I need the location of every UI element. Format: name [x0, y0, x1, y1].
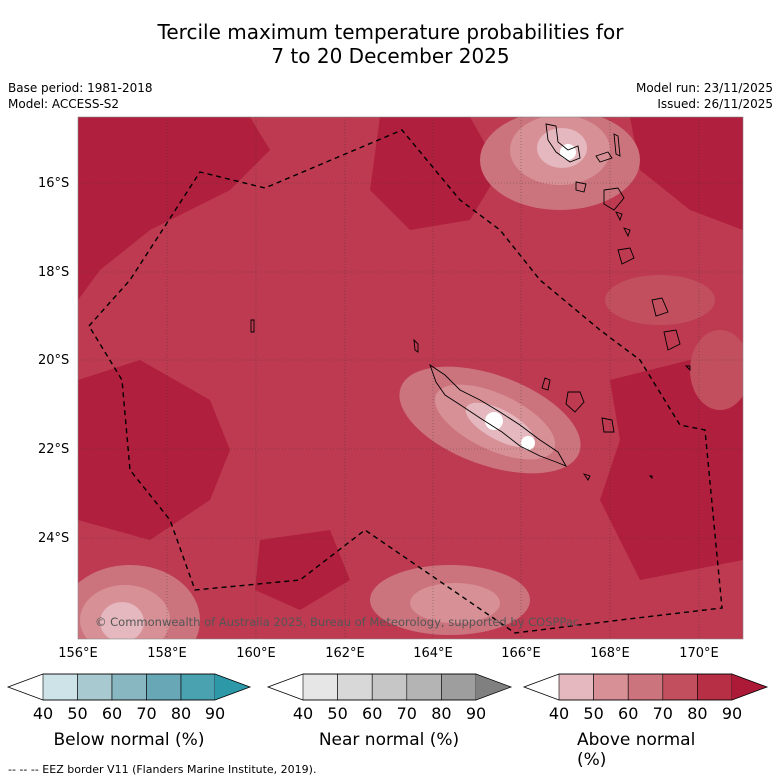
colorbar-near-outline [266, 673, 513, 701]
copyright-notice: © Commonwealth of Australia 2025, Bureau… [95, 615, 580, 629]
field-dark-west [78, 117, 270, 300]
lon-label-164e: 164°E [413, 646, 453, 661]
colorbar-above-seg [697, 673, 733, 701]
colorbar-above-outline [522, 673, 769, 701]
cb-near-tick: 60 [362, 704, 383, 723]
cb-below-tick: 50 [67, 704, 88, 723]
lon-label-160e: 160°E [236, 646, 276, 661]
colorbar-above-seg [593, 673, 629, 701]
lat-label-22s: 22°S [38, 442, 70, 457]
lat-label-24s: 24°S [38, 531, 70, 546]
cb-above-tick: 70 [652, 704, 673, 723]
cb-above-tick: 90 [721, 704, 743, 723]
colorbar-above-title: Above normal (%) [577, 730, 696, 770]
cb-below-tick: 60 [101, 704, 123, 723]
field-dark-east [600, 360, 743, 580]
colorbar-above-seg [662, 673, 698, 701]
colorbar-above-seg [627, 673, 664, 701]
lat-label-18s: 18°S [38, 265, 70, 280]
cb-above-tick: 60 [618, 704, 639, 723]
cb-near-tick: 70 [396, 704, 417, 723]
lon-label-168e: 168°E [590, 646, 630, 661]
field-dark-center [255, 530, 350, 610]
meta-right: Model run: 23/11/2025 Issued: 26/11/2025 [636, 80, 773, 112]
colorbar-above-over [732, 674, 767, 700]
model-run: Model run: 23/11/2025 [635, 81, 773, 95]
colorbar-below-seg [77, 673, 113, 701]
eez-footnote: -- -- -- EEZ border V11 (Flanders Marine… [8, 763, 317, 776]
field-dark-upper-right [630, 117, 743, 230]
colorbar-near-seg [337, 673, 373, 701]
colorbar-above-under [524, 674, 559, 700]
colorbar-below-title: Below normal (%) [53, 730, 205, 750]
colorbar-near [266, 673, 513, 701]
cb-near-tick: 50 [327, 704, 348, 723]
colorbar-above [522, 673, 769, 701]
map-frame [77, 116, 744, 640]
colorbar-below-seg [146, 673, 182, 701]
small-islands [250, 319, 653, 480]
colorbar-near-seg [302, 673, 338, 701]
field-sw-50 [100, 602, 144, 639]
loyalty-islands [541, 377, 615, 481]
colorbar-below-over [215, 674, 250, 700]
colorbar-below-seg [180, 673, 216, 701]
colorbar-near-seg [406, 673, 442, 701]
colorbar-below-under [8, 674, 43, 700]
colorbar-below-seg [42, 673, 78, 701]
lon-label-158e: 158°E [147, 646, 187, 661]
cb-near-tick: 80 [431, 704, 452, 723]
vanuatu-islands [545, 123, 691, 372]
eez-border [88, 129, 723, 634]
colorbar-near-over [476, 674, 511, 700]
lon-label-156e: 156°E [58, 646, 98, 661]
probability-field [78, 117, 743, 639]
gridlines [78, 117, 743, 639]
cb-above-tick: 40 [548, 704, 570, 723]
colorbar-below-outline [6, 673, 252, 701]
colorbar-below-seg [111, 673, 147, 701]
colorbar-near-under [268, 674, 303, 700]
map-title-line1: Tercile maximum temperature probabilitie… [157, 20, 624, 44]
colorbar-below [6, 673, 252, 701]
cb-above-tick: 50 [583, 704, 604, 723]
cb-below-tick: 80 [170, 704, 192, 723]
field-sc-60 [410, 583, 500, 623]
lon-label-166e: 166°E [501, 646, 541, 661]
issued-date: Issued: 26/11/2025 [657, 97, 773, 111]
lon-label-170e: 170°E [679, 646, 719, 661]
map-title-line2: 7 to 20 December 2025 [271, 44, 510, 68]
cb-near-tick: 90 [465, 704, 487, 723]
cb-near-tick: 40 [292, 704, 314, 723]
field-dark-southwest [78, 360, 230, 540]
cb-below-tick: 90 [204, 704, 226, 723]
colorbar-near-seg [441, 673, 477, 701]
lat-label-20s: 20°S [38, 353, 70, 368]
base-period: Base period: 1981-2018 [8, 81, 153, 95]
lat-label-16s: 16°S [38, 176, 70, 191]
lon-label-162e: 162°E [325, 646, 365, 661]
field-dark-north [370, 117, 500, 230]
cb-below-tick: 40 [32, 704, 54, 723]
cb-above-tick: 80 [687, 704, 708, 723]
model-name: Model: ACCESS-S2 [8, 97, 120, 111]
field-nc-40b [521, 436, 535, 450]
new-caledonia-coast [429, 363, 568, 467]
colorbar-near-seg [371, 673, 408, 701]
colorbar-above-seg [558, 673, 594, 701]
field-nc-40a [485, 412, 503, 430]
field-vu-40 [560, 144, 576, 160]
field-east2-70 [690, 330, 743, 410]
field-east-70 [605, 275, 715, 325]
meta-left: Base period: 1981-2018 Model: ACCESS-S2 [8, 80, 153, 112]
cb-below-tick: 70 [136, 704, 157, 723]
colorbar-near-title: Near normal (%) [318, 730, 460, 750]
